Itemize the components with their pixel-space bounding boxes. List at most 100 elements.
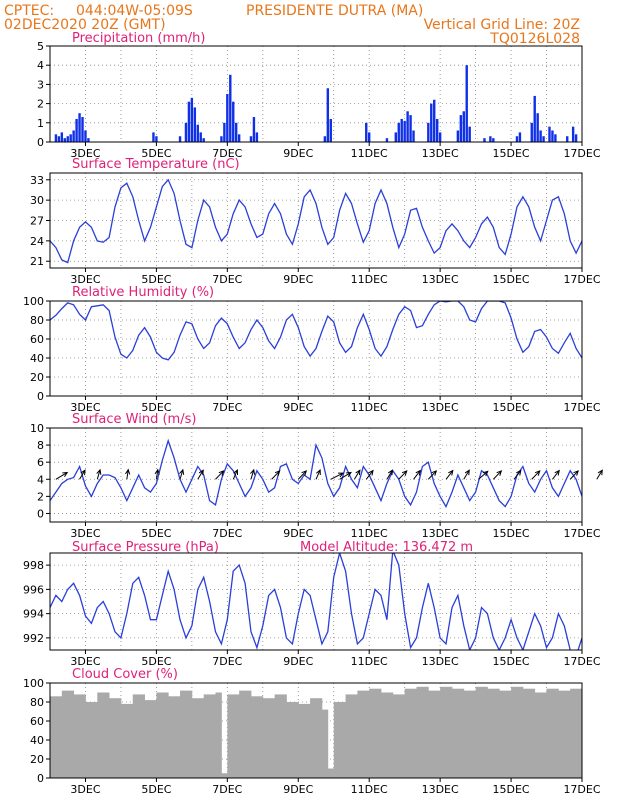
x-tick-label: 13DEC [422, 655, 459, 668]
x-tick-label: 11DEC [351, 655, 388, 668]
x-tick-label: 11DEC [351, 401, 388, 414]
precip-bar [574, 134, 578, 142]
panel-frame [49, 552, 583, 651]
wind-barb [445, 470, 454, 480]
y-tick-label: 2 [37, 490, 44, 503]
precip-bar [459, 115, 463, 142]
wind-barb-head [315, 468, 321, 476]
panel-annotation: Model Altitude: 136.472 m [300, 540, 473, 555]
cloud-bar [310, 698, 323, 778]
cloud-bar [404, 688, 417, 778]
wind-barb [492, 470, 502, 480]
wind-barb [413, 470, 421, 480]
precip-bar [190, 97, 194, 142]
precip-bar [492, 138, 495, 142]
wind-barb [398, 470, 408, 480]
cloud-bar [73, 694, 86, 778]
wind-barb-head [218, 470, 225, 476]
precip-bar [187, 101, 191, 142]
wind-barb [215, 470, 224, 480]
cloud-bar [180, 690, 193, 778]
y-tick-label: 40 [30, 352, 44, 365]
wind-barb-head [274, 470, 281, 476]
precip-bar [54, 134, 58, 142]
header-grid-note: Vertical Grid Line: 20Z [424, 17, 580, 33]
y-tick-label: 40 [30, 734, 44, 747]
precip-bar [199, 132, 202, 142]
wind-barb [155, 469, 159, 480]
cloud-bar [50, 696, 63, 778]
precip-bar [427, 122, 430, 142]
precip-bar [518, 132, 522, 142]
header-run: 02DEC2020 20Z (GMT) [4, 17, 166, 33]
panel-frame [49, 427, 583, 523]
panel-frame [49, 682, 583, 779]
panel-frame [49, 300, 583, 397]
y-tick-label: 992 [23, 632, 44, 645]
precip-bar [326, 88, 330, 142]
precip-bar [184, 122, 188, 142]
precip-bar [249, 136, 253, 142]
wind-barb-head [448, 469, 454, 476]
precip-bar [60, 132, 64, 142]
x-tick-label: 7DEC [212, 147, 242, 160]
precip-bar [81, 117, 84, 142]
x-tick-label: 9DEC [283, 147, 313, 160]
cloud-bar [250, 696, 264, 778]
precip-bar [435, 118, 439, 142]
precip-bar [406, 111, 409, 142]
wind-barb-head [368, 469, 374, 476]
panel-frame [49, 172, 583, 269]
header-code: TQ0126L028 [489, 31, 580, 47]
wind-barb-head [80, 469, 86, 476]
precip-bar [66, 136, 69, 142]
x-tick-label: 3DEC [70, 655, 100, 668]
wind-barb-head [96, 468, 102, 475]
x-tick-label: 17DEC [563, 401, 600, 414]
precip-bar [368, 132, 371, 142]
x-tick-label: 5DEC [141, 147, 171, 160]
x-tick-label: 3DEC [70, 147, 100, 160]
wind-barb-head [250, 468, 256, 475]
cloud-bar [381, 692, 394, 778]
y-tick-label: 0 [37, 390, 44, 403]
x-tick-label: 15DEC [493, 273, 530, 286]
wind-barb [126, 469, 129, 480]
y-tick-label: 60 [30, 715, 44, 728]
x-tick-label: 7DEC [212, 783, 242, 796]
cloud-bar [475, 686, 488, 778]
precip-bar [409, 115, 412, 142]
x-tick-label: 7DEC [212, 401, 242, 414]
y-tick-label: 4 [37, 473, 44, 486]
precip-bar [489, 136, 492, 142]
precip-bar [255, 132, 259, 142]
cloud-bar [416, 686, 429, 778]
y-tick-label: 2 [37, 98, 44, 111]
precip-bar [69, 134, 72, 142]
precip-bar [394, 132, 397, 142]
x-tick-label: 7DEC [212, 273, 242, 286]
precip-bar [84, 130, 87, 142]
y-tick-label: 100 [23, 295, 44, 308]
precip-bar [571, 126, 575, 142]
cloud-bar [239, 690, 252, 778]
cloud-bar [144, 700, 157, 778]
cloud-bar [221, 773, 228, 778]
x-tick-label: 17DEC [563, 273, 600, 286]
wind-barb [478, 471, 489, 480]
wind-barb-head [301, 470, 308, 476]
x-tick-label: 13DEC [422, 147, 459, 160]
cloud-bar [534, 692, 547, 778]
wind-barb [427, 470, 437, 480]
series-line [50, 553, 582, 650]
y-tick-label: 24 [30, 235, 44, 248]
precip-bar [542, 136, 545, 142]
precip-bar [438, 132, 442, 142]
x-tick-label: 5DEC [141, 273, 171, 286]
x-tick-label: 9DEC [283, 273, 313, 286]
x-tick-label: 11DEC [351, 147, 388, 160]
cloud-bar [168, 696, 181, 778]
wind-barb-head [62, 471, 69, 477]
cloud-bar [274, 694, 287, 778]
cloud-bar [120, 703, 134, 778]
